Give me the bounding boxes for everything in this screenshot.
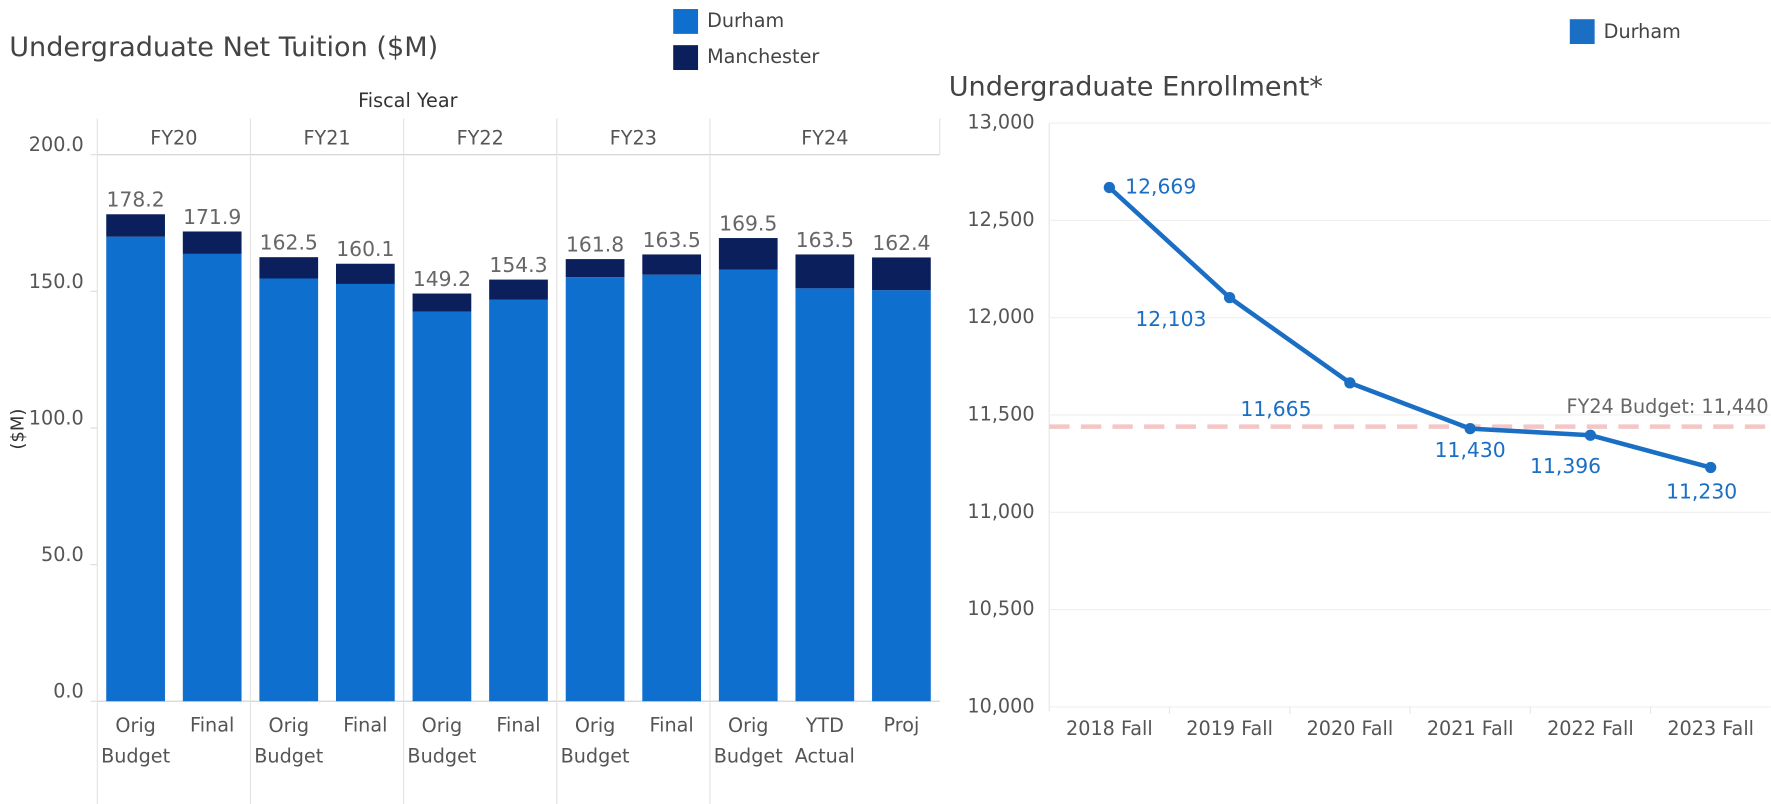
legend-label: Manchester (707, 45, 819, 68)
x-tick-label: 2020 Fall (1307, 717, 1394, 740)
y-tick-label: 100.0 (29, 406, 84, 429)
data-label: 11,665 (1240, 397, 1311, 421)
y-tick-label: 12,500 (967, 208, 1034, 231)
legend-label: Durham (1604, 20, 1681, 43)
total-label: 149.2 (413, 267, 471, 291)
chart-title: Undergraduate Enrollment* (949, 72, 1323, 103)
data-label: 11,396 (1530, 454, 1601, 478)
point (1584, 429, 1597, 441)
y-tick-label: 50.0 (41, 543, 84, 566)
bar-segment (182, 231, 242, 254)
data-label: 11,230 (1666, 479, 1737, 503)
chart-title: Undergraduate Net Tuition ($M) (9, 32, 438, 63)
x-tick-label: 2021 Fall (1427, 717, 1514, 740)
y-tick-label: 150.0 (29, 270, 84, 293)
bar-segment (259, 257, 319, 279)
bar-segment (335, 263, 395, 284)
bar-segment (106, 214, 165, 237)
bar-segment (718, 238, 778, 270)
total-label: 163.5 (796, 228, 854, 252)
y-tick-label: 200.0 (29, 133, 84, 156)
data-label: 11,430 (1435, 438, 1506, 462)
y-tick-label: 10,500 (967, 597, 1034, 620)
bar-segment (565, 277, 625, 702)
legend-label: Durham (707, 9, 784, 32)
x-tick-label: 2019 Fall (1186, 717, 1273, 740)
data-label: 12,669 (1125, 174, 1196, 198)
bar-segment (489, 279, 548, 300)
total-label: 169.5 (719, 211, 777, 235)
bar-segment (259, 278, 319, 702)
bar-segment (795, 288, 855, 702)
bar-segment (872, 290, 931, 702)
group-axis-title: Fiscal Year (358, 89, 457, 112)
total-label: 163.5 (643, 228, 701, 252)
point (1223, 291, 1236, 304)
point (1464, 422, 1476, 435)
group-label: FY21 (303, 126, 350, 149)
bar-segment (718, 269, 778, 702)
legend-swatch (673, 9, 699, 34)
total-label: 161.8 (566, 233, 624, 257)
x-tick-label: Final (190, 714, 234, 737)
x-tick-label: Orig Budget (561, 714, 630, 767)
y-tick-label: 13,000 (967, 111, 1034, 134)
x-tick-label: YTD Actual (795, 714, 855, 767)
bar-segment (106, 236, 165, 702)
y-tick-label: 10,000 (967, 694, 1034, 717)
bar-segment (565, 259, 625, 278)
bar-segment (182, 253, 242, 702)
bar-segment (642, 274, 702, 702)
point (1344, 377, 1356, 389)
x-tick-label: Orig Budget (254, 714, 323, 767)
legend-swatch (673, 45, 699, 71)
point (1103, 181, 1116, 194)
group-label: FY22 (457, 126, 504, 149)
total-label: 171.9 (183, 205, 241, 229)
total-label: 162.5 (260, 231, 318, 255)
x-tick-label: Proj (884, 714, 920, 737)
bar-segment (412, 293, 472, 312)
x-tick-label: 2018 Fall (1066, 717, 1153, 740)
y-tick-label: 0.0 (53, 680, 84, 703)
line (1107, 185, 1712, 470)
y-axis-title: ($M) (7, 409, 28, 450)
total-label: 162.4 (872, 231, 930, 255)
bar-segment (795, 254, 855, 289)
group-label: FY20 (150, 126, 197, 149)
y-tick-label: 11,000 (967, 500, 1034, 523)
x-tick-label: Final (343, 714, 387, 737)
x-tick-label: Orig Budget (714, 714, 783, 767)
total-label: 178.2 (107, 188, 165, 212)
x-tick-label: Orig Budget (407, 714, 476, 767)
total-label: 160.1 (336, 237, 394, 261)
legend-swatch (1569, 19, 1595, 45)
bar-segment (412, 311, 472, 702)
bar-segment (489, 299, 548, 702)
reference-label: FY24 Budget: 11,440 (1567, 395, 1769, 418)
y-tick-label: 11,500 (967, 402, 1034, 425)
x-tick-label: Orig Budget (101, 714, 170, 767)
point (1705, 461, 1717, 474)
bar-segment (642, 254, 702, 275)
group-label: FY24 (801, 126, 848, 149)
data-label: 12,103 (1135, 307, 1206, 331)
bar-segment (872, 257, 931, 291)
x-tick-label: Final (650, 714, 694, 737)
x-tick-label: 2022 Fall (1547, 717, 1634, 740)
total-label: 154.3 (489, 253, 547, 277)
bar-segment (335, 283, 395, 702)
group-label: FY23 (610, 126, 657, 149)
y-tick-label: 12,000 (967, 305, 1034, 328)
x-tick-label: 2023 Fall (1667, 717, 1754, 740)
x-tick-label: Final (496, 714, 540, 737)
